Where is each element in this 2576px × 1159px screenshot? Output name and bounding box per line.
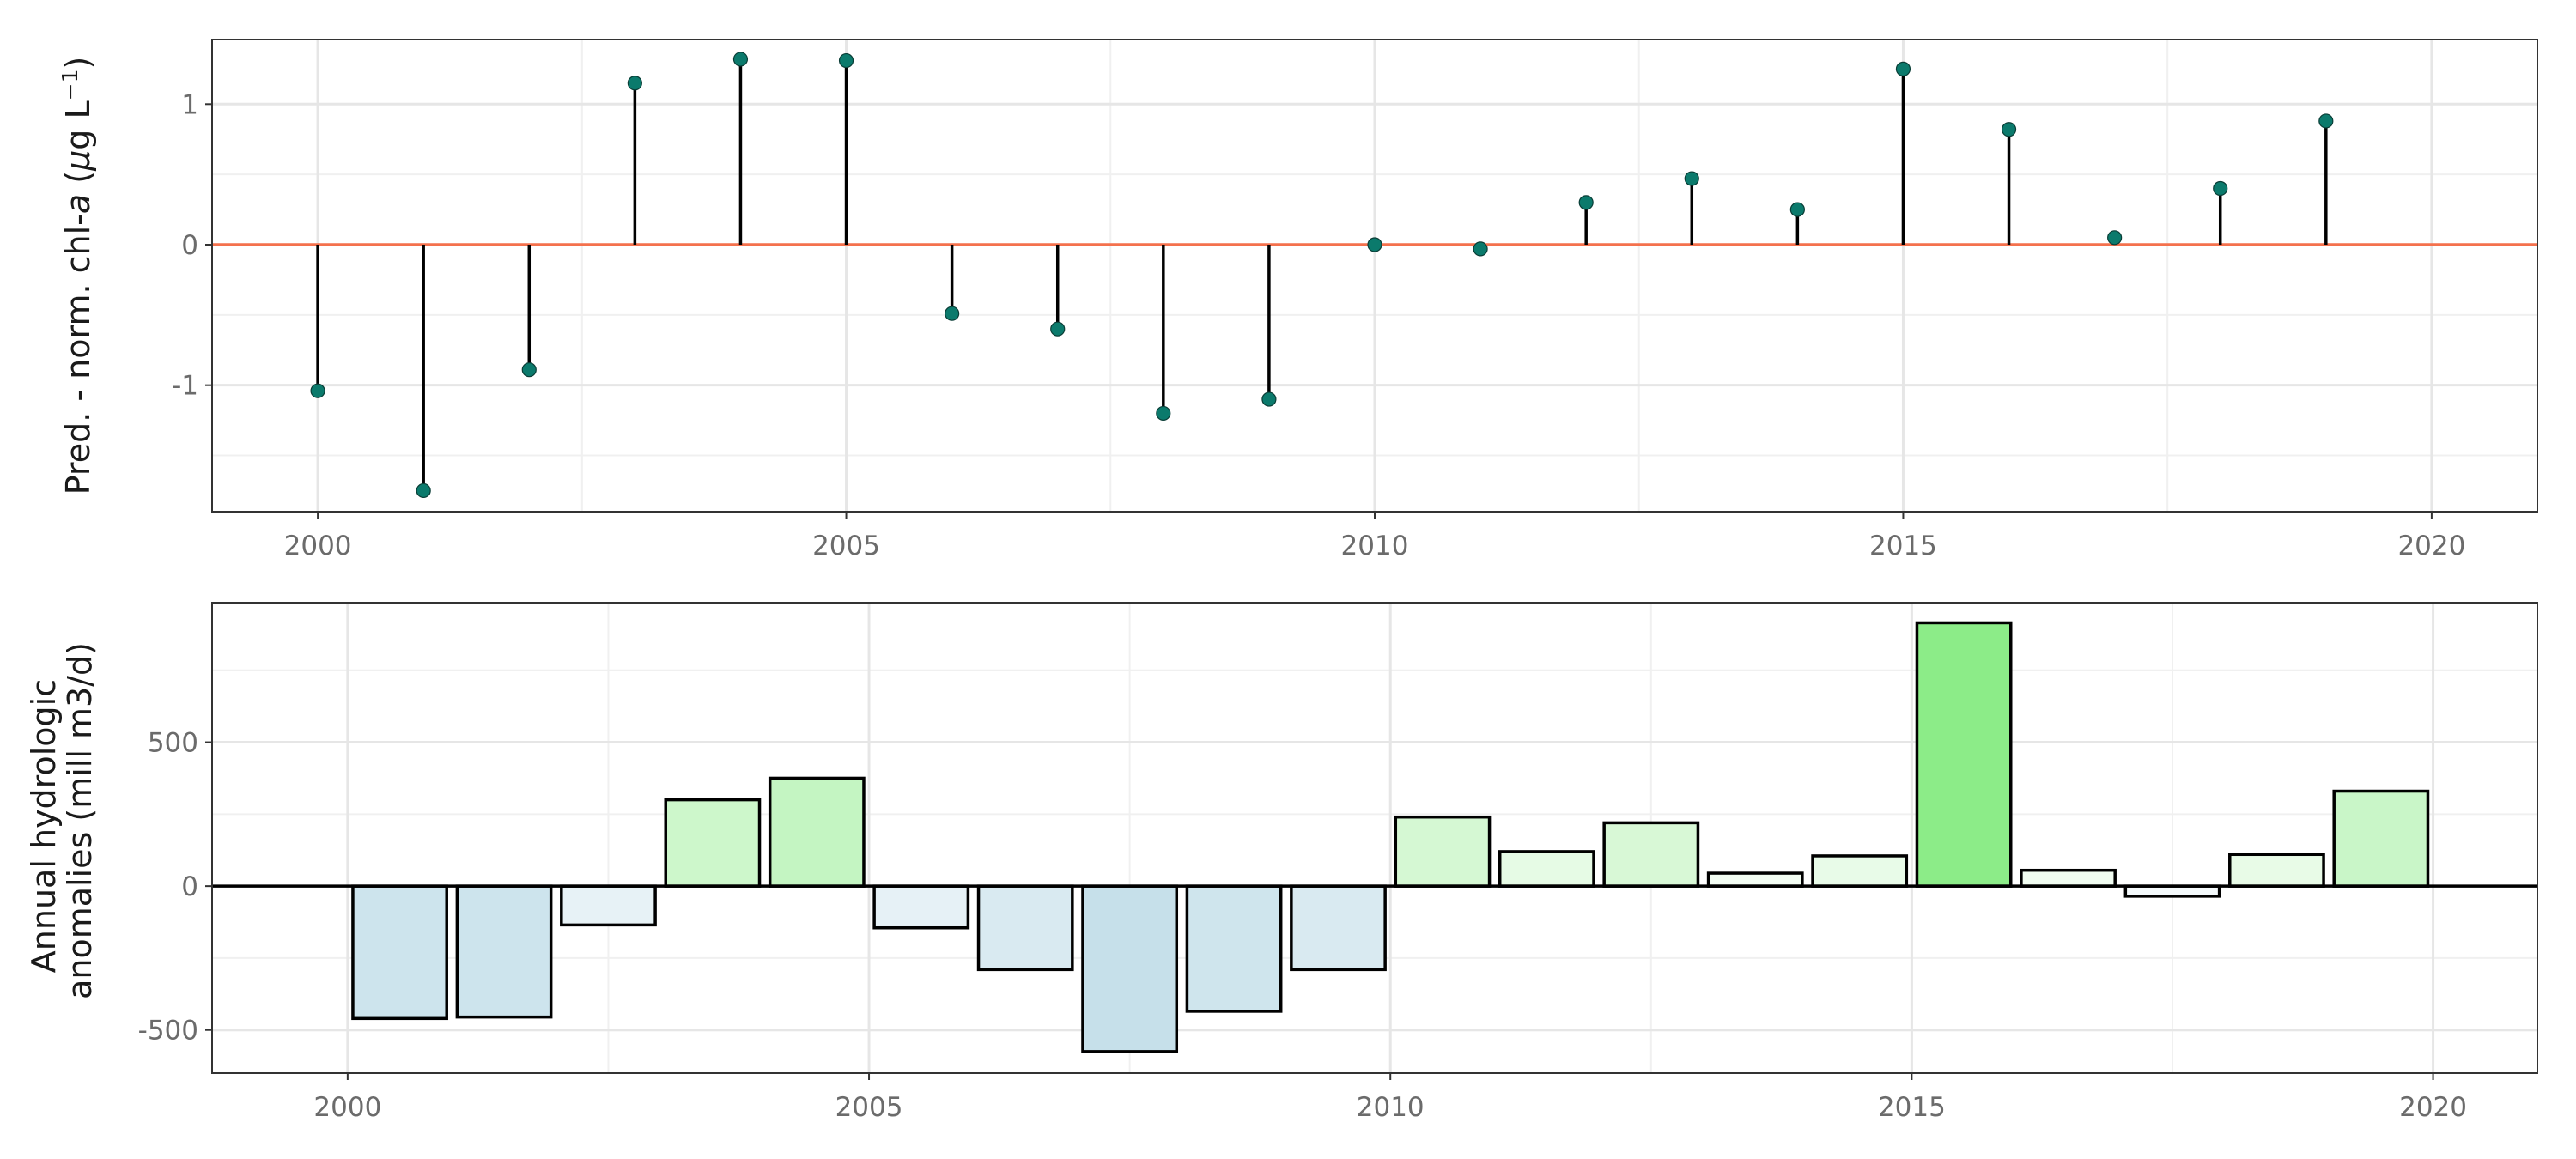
bar	[2020, 868, 2117, 888]
data-point	[2213, 180, 2228, 197]
y-axis-title-line-1: Annual hydrologic	[25, 679, 63, 973]
bar	[351, 884, 448, 1021]
data-point	[945, 306, 960, 321]
data-point	[1156, 405, 1171, 422]
data-marks	[310, 52, 2334, 499]
y-axis-ticks: -1 0 1	[172, 89, 212, 402]
data-point	[1050, 321, 1066, 337]
y-axis-title-italic: a	[59, 194, 97, 214]
data-point	[1261, 391, 1277, 407]
bar	[976, 884, 1074, 972]
data-point	[2318, 113, 2334, 129]
hydrologic-anomaly-panel: 2000 2005 2010 2015 2020 -500 0 500 Annual hyd…	[25, 602, 2538, 1123]
y-axis-title-unit-close: )	[59, 57, 97, 70]
bar	[1394, 815, 1492, 888]
bar	[1185, 884, 1283, 1013]
data-point	[416, 482, 431, 499]
x-tick-label: 2020	[2397, 531, 2465, 561]
data-point	[310, 383, 325, 398]
bar	[768, 776, 866, 888]
y-axis-ticks: -500 0 500	[138, 728, 212, 1047]
x-axis-ticks: 2000 2005 2010 2015 2020	[284, 512, 2465, 561]
bar	[664, 798, 762, 888]
bar	[2228, 853, 2325, 888]
bar	[1915, 621, 2013, 888]
chl-a-anomaly-panel: 2000 2005 2010 2015 2020 -1 0 1 Pred. - norm. …	[58, 39, 2538, 561]
data-point	[1895, 61, 1911, 76]
x-axis-ticks: 2000 2005 2010 2015 2020	[313, 1073, 2467, 1123]
bar	[1498, 850, 1595, 888]
x-tick-label: 2010	[1357, 1092, 1425, 1123]
y-axis-title-line-2: anomalies (mill m3/d)	[61, 642, 99, 999]
y-tick-label: -1	[172, 371, 198, 402]
data-point	[1473, 241, 1488, 257]
bar	[1602, 821, 1700, 888]
plot-area	[212, 603, 2537, 1073]
bar	[455, 884, 553, 1019]
y-axis-title: Annual hydrologic anomalies (mill m3/d)	[25, 642, 99, 999]
data-point	[1684, 171, 1699, 186]
data-point	[521, 362, 537, 378]
x-tick-label: 2005	[835, 1092, 903, 1123]
bar	[1290, 884, 1387, 972]
data-point	[627, 76, 642, 91]
x-tick-label: 2010	[1341, 531, 1409, 561]
data-point	[2107, 230, 2123, 246]
bar	[2332, 789, 2430, 888]
data-point	[1367, 237, 1382, 252]
y-tick-label: 500	[148, 728, 198, 759]
y-tick-label: 1	[181, 89, 198, 120]
bar	[560, 884, 657, 927]
x-tick-label: 2005	[812, 531, 880, 561]
data-marks	[351, 621, 2430, 1053]
y-axis-title-unit: g L	[59, 100, 97, 149]
x-tick-label: 2015	[1869, 531, 1937, 561]
bar	[2123, 884, 2221, 898]
y-axis-title-text: Pred. - norm. chl-	[59, 214, 97, 495]
bar	[1706, 871, 1804, 888]
x-tick-label: 2000	[313, 1092, 381, 1123]
data-point	[1789, 202, 1805, 217]
data-point	[838, 52, 854, 69]
data-point	[732, 52, 749, 67]
y-tick-label: 0	[181, 871, 198, 902]
bar	[1081, 884, 1179, 1053]
y-axis-title-unit-exponent: −1	[58, 70, 82, 101]
data-point	[1578, 195, 1594, 210]
x-tick-label: 2000	[284, 531, 352, 561]
y-axis-title: Pred. - norm. chl-a (μg L−1)	[58, 57, 97, 495]
y-axis-title-unit-open: (	[59, 171, 97, 194]
y-tick-label: -500	[138, 1016, 198, 1047]
data-point	[2001, 122, 2017, 137]
x-tick-label: 2015	[1878, 1092, 1946, 1123]
x-tick-label: 2020	[2399, 1092, 2467, 1123]
bar	[872, 884, 970, 930]
y-tick-label: 0	[181, 230, 198, 261]
bar	[1811, 854, 1909, 888]
plot-border	[211, 602, 2538, 1074]
y-axis-title-unit-mu: μ	[59, 150, 97, 172]
